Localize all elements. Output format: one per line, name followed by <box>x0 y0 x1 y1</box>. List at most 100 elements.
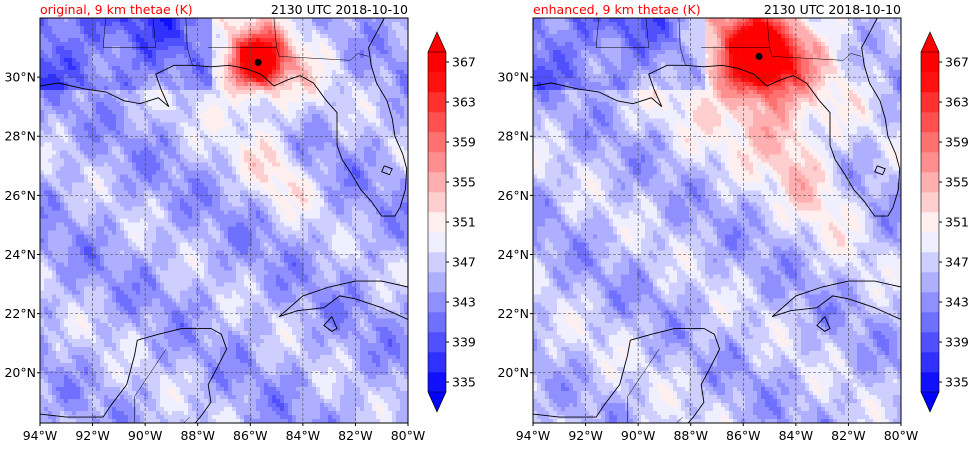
coastline-cuba-south <box>772 295 901 320</box>
coastline-cuba-south <box>279 295 408 320</box>
state-border <box>766 18 770 48</box>
x-tick-label: 84°W <box>779 428 814 443</box>
x-tick-label: 80°W <box>884 428 919 443</box>
colorbar-segment <box>921 132 939 153</box>
colorbar-segment <box>921 332 939 353</box>
colorbar-tick-label: 363 <box>452 95 476 110</box>
panel-enhanced: enhanced, 9 km thetae (K) 2130 UTC 2018-1… <box>497 2 969 443</box>
storm-center-marker <box>755 52 763 60</box>
x-tick-label: 80°W <box>391 428 426 443</box>
colorbar-tick-label: 363 <box>945 95 969 110</box>
colorbar-segment <box>428 272 446 293</box>
colorbar-tick-label: 347 <box>452 255 476 270</box>
colorbar-segment <box>428 192 446 213</box>
colorbar: 335 339 343 347 351 355 359 363 367 <box>427 31 476 413</box>
colorbar-tick-label: 367 <box>452 55 476 70</box>
colorbar-tick-label: 355 <box>452 175 476 190</box>
colorbar-segment <box>921 292 939 313</box>
coastline-yucatan <box>40 327 228 423</box>
y-tick-label: 26°N <box>497 188 529 203</box>
y-tick-label: 22°N <box>4 306 36 321</box>
y-tick-label: 24°N <box>497 247 529 262</box>
colorbar-segment <box>921 372 939 393</box>
state-border <box>185 18 193 66</box>
title-left: original, 9 km thetae (K) <box>40 2 193 17</box>
colorbar-tick-label: 343 <box>945 295 969 310</box>
colorbar-tick-label: 339 <box>945 335 969 350</box>
thetae-field <box>40 18 408 423</box>
state-border <box>678 18 686 66</box>
colorbar-segment <box>428 92 446 113</box>
lake-okeechobee <box>381 165 393 176</box>
storm-center-marker <box>254 58 262 66</box>
x-tick-label: 86°W <box>726 428 761 443</box>
colorbar-segment <box>921 352 939 373</box>
y-tick-label: 28°N <box>497 129 529 144</box>
y-tick-label: 30°N <box>497 70 529 85</box>
colorbar-segment <box>921 152 939 173</box>
colorbar-segment <box>428 372 446 393</box>
coastline-isle-of-youth <box>816 316 831 332</box>
colorbar-segment <box>921 232 939 253</box>
colorbar-tick-label: 339 <box>452 335 476 350</box>
colorbar-segment <box>428 72 446 93</box>
state-border <box>208 47 369 61</box>
coastline-cuba-north <box>771 280 901 317</box>
colorbar-segment <box>921 312 939 333</box>
colorbar-extend-min <box>920 391 940 413</box>
x-tick-label: 92°W <box>568 428 603 443</box>
coastline-isle-of-youth <box>323 316 338 332</box>
x-tick-label: 88°W <box>180 428 215 443</box>
colorbar-segment <box>921 192 939 213</box>
colorbar-segment <box>921 72 939 93</box>
colorbar-segment <box>428 52 446 73</box>
colorbar-segment <box>921 112 939 133</box>
colorbar-extend-min <box>427 391 447 413</box>
state-border <box>102 18 156 48</box>
x-tick-label: 94°W <box>516 428 551 443</box>
colorbar-segment <box>428 172 446 193</box>
colorbar-segment <box>428 252 446 273</box>
title-right: 2130 UTC 2018-10-10 <box>271 2 408 17</box>
x-tick-label: 82°W <box>831 428 866 443</box>
title-left: enhanced, 9 km thetae (K) <box>533 2 701 17</box>
x-tick-label: 94°W <box>23 428 58 443</box>
y-tick-label: 30°N <box>4 70 36 85</box>
colorbar-segment <box>428 312 446 333</box>
colorbar-extend-max <box>427 31 447 53</box>
coastline-gulf <box>533 18 901 217</box>
colorbar: 335 339 343 347 351 355 359 363 367 <box>920 31 969 413</box>
map-area <box>40 18 408 423</box>
x-tick-label: 92°W <box>75 428 110 443</box>
colorbar-segment <box>428 352 446 373</box>
colorbar-segment <box>428 212 446 233</box>
state-border <box>595 18 649 48</box>
coastline-gulf <box>40 18 408 217</box>
colorbar-segment <box>428 332 446 353</box>
lake-okeechobee <box>874 165 886 176</box>
colorbar-segment <box>921 252 939 273</box>
colorbar-tick-label: 351 <box>452 215 476 230</box>
colorbar-segment <box>921 272 939 293</box>
y-tick-label: 20°N <box>4 365 36 380</box>
y-tick-label: 24°N <box>4 247 36 262</box>
colorbar-segment <box>921 172 939 193</box>
x-tick-label: 86°W <box>233 428 268 443</box>
map-area <box>533 18 901 423</box>
x-tick-label: 84°W <box>286 428 321 443</box>
colorbar-segment <box>428 292 446 313</box>
x-tick-label: 90°W <box>621 428 656 443</box>
y-tick-label: 20°N <box>497 365 529 380</box>
colorbar-tick-label: 335 <box>452 375 476 390</box>
colorbar-segment <box>921 52 939 73</box>
panel-original: original, 9 km thetae (K) 2130 UTC 2018-1… <box>4 2 476 443</box>
colorbar-tick-label: 347 <box>945 255 969 270</box>
plot-frame <box>39 17 409 424</box>
state-border <box>273 18 277 48</box>
plot-frame <box>532 17 902 424</box>
colorbar-tick-label: 351 <box>945 215 969 230</box>
x-tick-label: 82°W <box>338 428 373 443</box>
title-right: 2130 UTC 2018-10-10 <box>764 2 901 17</box>
colorbar-segment <box>428 132 446 153</box>
